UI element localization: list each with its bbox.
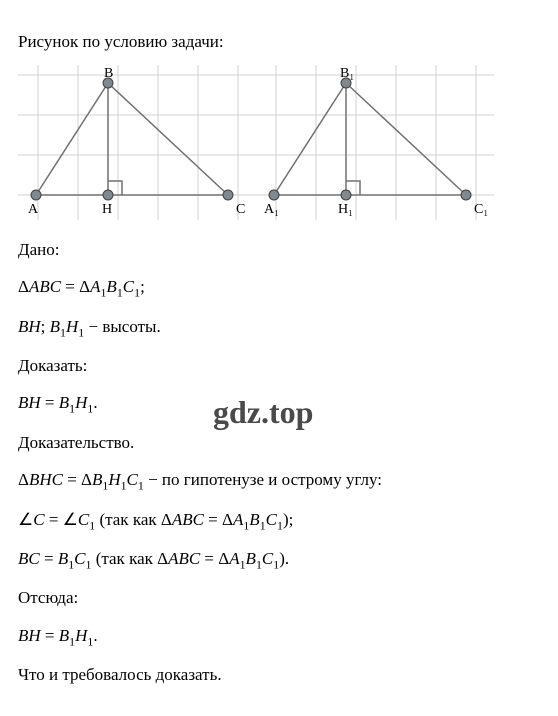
prove-label: Доказать:	[18, 352, 540, 379]
proof-step-3: BC = B1C1 (так как ΔABC = ΔA1B1C1).	[18, 545, 540, 574]
triangle-figure-1: A B C H	[18, 65, 256, 220]
statement-heights: BH; B1H1 − высоты.	[18, 313, 540, 342]
qed: Что и требовалось доказать.	[18, 661, 540, 688]
t: ABC	[29, 277, 61, 296]
t: (так как Δ	[95, 510, 172, 529]
proof-step-2: ∠C = ∠C1 (так как ΔABC = ΔA1B1C1);	[18, 506, 540, 535]
t: H	[66, 317, 78, 336]
statement-prove-bh: BH = B1H1.	[18, 389, 540, 418]
t: B	[58, 549, 68, 568]
svg-text:B₁: B₁	[340, 66, 354, 81]
svg-text:B: B	[104, 66, 113, 81]
t: B	[92, 470, 102, 489]
t: B	[246, 549, 256, 568]
svg-text:A₁: A₁	[264, 202, 279, 217]
t: C	[262, 549, 273, 568]
t: BH	[18, 393, 41, 412]
t: =	[41, 626, 59, 645]
t: = Δ	[61, 277, 90, 296]
t: ABC	[172, 510, 204, 529]
t: − высоты.	[84, 317, 160, 336]
t: = Δ	[204, 510, 233, 529]
t: =	[40, 549, 58, 568]
t: ABC	[168, 549, 200, 568]
t: C	[266, 510, 277, 529]
t: .	[93, 626, 97, 645]
triangle-figure-2: A₁ B₁ C₁ H₁	[256, 65, 494, 220]
svg-text:C₁: C₁	[474, 202, 488, 217]
t: B	[106, 277, 116, 296]
t: = ∠	[45, 510, 78, 529]
figure-title: Рисунок по условию задачи:	[18, 28, 540, 55]
t: B	[59, 626, 69, 645]
t: =	[41, 393, 59, 412]
t: BH	[18, 626, 41, 645]
t: A	[229, 549, 239, 568]
t: C	[78, 510, 89, 529]
t: A	[90, 277, 100, 296]
t: C	[127, 470, 138, 489]
svg-text:A: A	[28, 202, 39, 217]
statement-triangles-equal: ΔABC = ΔA1B1C1;	[18, 273, 540, 302]
t: ;	[41, 317, 50, 336]
t: H	[75, 626, 87, 645]
t: A	[233, 510, 243, 529]
svg-text:H: H	[102, 202, 112, 217]
t: C	[123, 277, 134, 296]
t: B	[249, 510, 259, 529]
t: );	[283, 510, 293, 529]
t: − по гипотенузе и острому углу:	[144, 470, 382, 489]
t: .	[93, 393, 97, 412]
t: ∠	[18, 510, 33, 529]
given-label: Дано:	[18, 236, 540, 263]
figures-row: A B C H A₁ B₁ C₁ H₁	[18, 65, 540, 220]
conclusion-bh: BH = B1H1.	[18, 622, 540, 651]
t: = Δ	[200, 549, 229, 568]
t: ).	[279, 549, 289, 568]
proof-step-1: ΔBHC = ΔB1H1C1 − по гипотенузе и острому…	[18, 466, 540, 495]
t: BC	[18, 549, 40, 568]
svg-text:C: C	[236, 202, 245, 217]
svg-text:H₁: H₁	[338, 202, 353, 217]
proof-label: Доказательство.	[18, 429, 540, 456]
t: B	[59, 393, 69, 412]
t: C	[33, 510, 44, 529]
t: C	[74, 549, 85, 568]
t: (так как Δ	[91, 549, 168, 568]
t: ;	[140, 277, 145, 296]
t: H	[75, 393, 87, 412]
t: = Δ	[63, 470, 92, 489]
t: H	[108, 470, 120, 489]
t: B	[50, 317, 60, 336]
t: BHC	[29, 470, 63, 489]
document-container: Рисунок по условию задачи: ABCH A₁B₁C₁H₁…	[18, 28, 540, 688]
t: BH	[18, 317, 41, 336]
hence-label: Отсюда:	[18, 584, 540, 611]
t: Δ	[18, 277, 29, 296]
t: Δ	[18, 470, 29, 489]
